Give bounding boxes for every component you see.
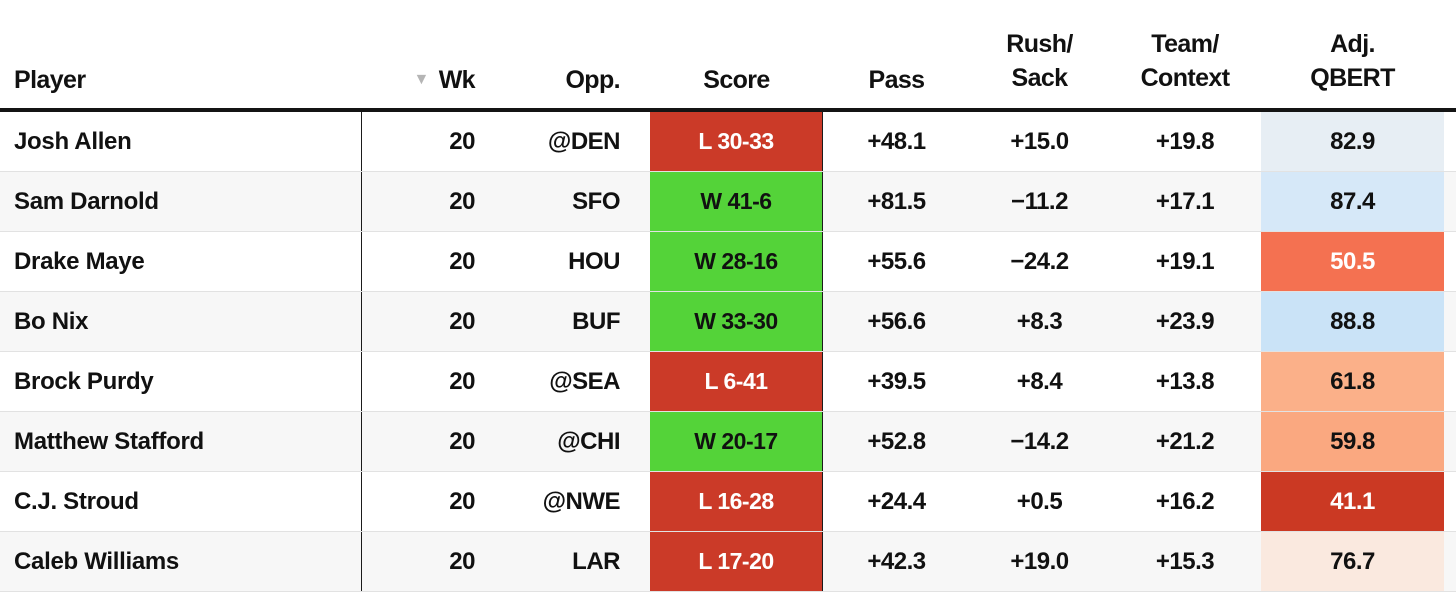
- pass-value: +42.3: [867, 547, 926, 575]
- adj-qbert-value: 61.8: [1261, 352, 1444, 411]
- rush-sack-value: +19.0: [1010, 547, 1069, 575]
- adj-qbert-value: 87.4: [1261, 172, 1444, 231]
- team-context-value: +17.1: [1155, 187, 1215, 215]
- player-name: Caleb Williams: [0, 532, 362, 591]
- player-name: Brock Purdy: [0, 352, 362, 411]
- team-context-value: +19.1: [1155, 247, 1215, 275]
- opponent-value: HOU: [568, 247, 620, 275]
- adj-qbert-value: 88.8: [1261, 292, 1444, 351]
- score-result-cell: L 16-28: [650, 472, 823, 531]
- adj-qbert-value: 82.9: [1261, 112, 1444, 171]
- week-value: 20: [449, 187, 475, 215]
- table-row: Caleb Williams 20 LAR L 17-20 +42.3 +19.…: [0, 532, 1456, 592]
- row-spacer: [620, 532, 650, 591]
- pass-value: +52.8: [867, 427, 926, 455]
- column-header-team-context-line1: Team/: [1151, 30, 1219, 58]
- pass-value: +24.4: [867, 487, 926, 515]
- score-result-cell: W 20-17: [650, 412, 823, 471]
- score-result-cell: L 17-20: [650, 532, 823, 591]
- row-spacer: [620, 352, 650, 411]
- adj-qbert-value: 76.7: [1261, 532, 1444, 591]
- pass-value: +55.6: [867, 247, 926, 275]
- week-value: 20: [449, 487, 475, 515]
- team-context-value: +21.2: [1155, 427, 1215, 455]
- pass-value: +81.5: [867, 187, 926, 215]
- sort-descending-icon: ▼: [413, 70, 429, 88]
- opponent-value: SFO: [572, 187, 620, 215]
- rush-sack-value: +0.5: [1016, 487, 1063, 515]
- opponent-value: @SEA: [549, 367, 620, 395]
- table-row: Drake Maye 20 HOU W 28-16 +55.6 −24.2 +1…: [0, 232, 1456, 292]
- column-header-week[interactable]: ▼ Wk: [362, 66, 475, 95]
- table-row: C.J. Stroud 20 @NWE L 16-28 +24.4 +0.5 +…: [0, 472, 1456, 532]
- team-context-value: +16.2: [1155, 487, 1215, 515]
- pass-value: +39.5: [867, 367, 926, 395]
- rush-sack-value: −11.2: [1011, 187, 1068, 215]
- adj-qbert-value: 50.5: [1261, 232, 1444, 291]
- week-value: 20: [449, 547, 475, 575]
- column-header-rush-sack-line1: Rush/: [1006, 30, 1073, 58]
- adj-qbert-value: 41.1: [1261, 472, 1444, 531]
- player-name: C.J. Stroud: [0, 472, 362, 531]
- column-header-week-label: Wk: [438, 66, 476, 94]
- row-spacer: [620, 472, 650, 531]
- week-value: 20: [449, 247, 475, 275]
- pass-value: +48.1: [867, 127, 926, 155]
- column-header-opponent[interactable]: Opp.: [565, 66, 620, 94]
- column-header-adj-qbert[interactable]: Adj. QBERT: [1261, 27, 1444, 95]
- week-value: 20: [449, 427, 475, 455]
- pass-value: +56.6: [867, 307, 926, 335]
- column-header-team-context-line2: Context: [1140, 64, 1230, 92]
- adj-qbert-value: 59.8: [1261, 412, 1444, 471]
- table-header-row: Player ▼ Wk Opp. Score Pass Rush/ Sack T…: [0, 0, 1456, 112]
- rush-sack-value: +8.4: [1016, 367, 1063, 395]
- score-result-cell: L 6-41: [650, 352, 823, 411]
- column-header-pass[interactable]: Pass: [868, 66, 926, 94]
- week-value: 20: [449, 307, 475, 335]
- table-row: Sam Darnold 20 SFO W 41-6 +81.5 −11.2 +1…: [0, 172, 1456, 232]
- row-spacer: [620, 112, 650, 171]
- opponent-value: @CHI: [557, 427, 620, 455]
- column-header-adj-qbert-line2: QBERT: [1310, 64, 1395, 92]
- opponent-value: @NWE: [542, 487, 621, 515]
- row-spacer: [620, 172, 650, 231]
- table-row: Bo Nix 20 BUF W 33-30 +56.6 +8.3 +23.9 8…: [0, 292, 1456, 352]
- table-row: Josh Allen 20 @DEN L 30-33 +48.1 +15.0 +…: [0, 112, 1456, 172]
- column-header-score[interactable]: Score: [703, 66, 770, 94]
- opponent-value: BUF: [572, 307, 620, 335]
- rush-sack-value: +8.3: [1016, 307, 1063, 335]
- column-header-team-context[interactable]: Team/ Context: [1109, 27, 1261, 95]
- player-name: Matthew Stafford: [0, 412, 362, 471]
- row-spacer: [620, 412, 650, 471]
- player-name: Sam Darnold: [0, 172, 362, 231]
- team-context-value: +23.9: [1155, 307, 1215, 335]
- rush-sack-value: +15.0: [1010, 127, 1069, 155]
- column-header-rush-sack[interactable]: Rush/ Sack: [970, 27, 1109, 95]
- column-header-adj-qbert-line1: Adj.: [1330, 30, 1375, 58]
- rush-sack-value: −14.2: [1010, 427, 1069, 455]
- score-result-cell: W 33-30: [650, 292, 823, 351]
- player-name: Bo Nix: [0, 292, 362, 351]
- score-result-cell: L 30-33: [650, 112, 823, 171]
- row-spacer: [620, 292, 650, 351]
- score-result-cell: W 28-16: [650, 232, 823, 291]
- column-header-player[interactable]: Player: [14, 66, 86, 94]
- row-spacer: [620, 232, 650, 291]
- team-context-value: +19.8: [1155, 127, 1215, 155]
- week-value: 20: [449, 367, 475, 395]
- week-value: 20: [449, 127, 475, 155]
- table-body: Josh Allen 20 @DEN L 30-33 +48.1 +15.0 +…: [0, 112, 1456, 592]
- opponent-value: @DEN: [547, 127, 621, 155]
- player-name: Drake Maye: [0, 232, 362, 291]
- opponent-value: LAR: [572, 547, 620, 575]
- team-context-value: +13.8: [1155, 367, 1215, 395]
- table-row: Brock Purdy 20 @SEA L 6-41 +39.5 +8.4 +1…: [0, 352, 1456, 412]
- table-row: Matthew Stafford 20 @CHI W 20-17 +52.8 −…: [0, 412, 1456, 472]
- team-context-value: +15.3: [1155, 547, 1215, 575]
- player-name: Josh Allen: [0, 112, 362, 171]
- column-header-rush-sack-line2: Sack: [1011, 64, 1069, 92]
- rush-sack-value: −24.2: [1010, 247, 1069, 275]
- score-result-cell: W 41-6: [650, 172, 823, 231]
